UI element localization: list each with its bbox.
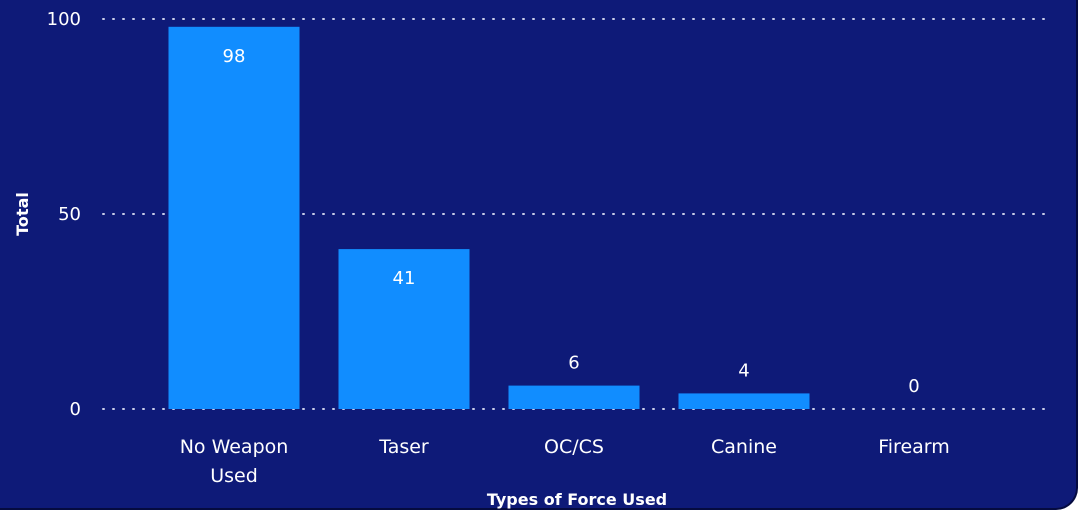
data-label: 4 xyxy=(738,360,749,381)
y-axis-ticks: 0 50 100 xyxy=(47,9,81,420)
data-label: 98 xyxy=(223,46,246,67)
data-label: 6 xyxy=(568,353,579,374)
y-tick-label: 50 xyxy=(58,204,81,225)
y-tick-label: 0 xyxy=(70,399,81,420)
bar[interactable] xyxy=(678,393,810,409)
x-tick-label: Canine xyxy=(711,436,777,458)
x-axis-title: Types of Force Used xyxy=(487,490,667,509)
gridlines xyxy=(102,18,1051,410)
x-tick-label: Taser xyxy=(378,436,429,458)
x-axis-categories: No Weapon Used Taser OC/CS Canine Firearm xyxy=(180,436,950,487)
x-tick-label: No Weapon Used xyxy=(180,436,289,487)
bar[interactable] xyxy=(338,249,470,409)
x-tick-label: OC/CS xyxy=(544,436,604,458)
x-tick-label: Firearm xyxy=(878,436,950,458)
data-label: 41 xyxy=(393,268,416,289)
data-labels: 98 41 6 4 0 xyxy=(223,46,920,397)
y-axis-title: Total xyxy=(13,192,32,236)
bar[interactable] xyxy=(168,26,300,410)
bars xyxy=(168,26,810,410)
data-label: 0 xyxy=(908,376,919,397)
y-tick-label: 100 xyxy=(47,9,81,30)
bar[interactable] xyxy=(508,385,640,409)
